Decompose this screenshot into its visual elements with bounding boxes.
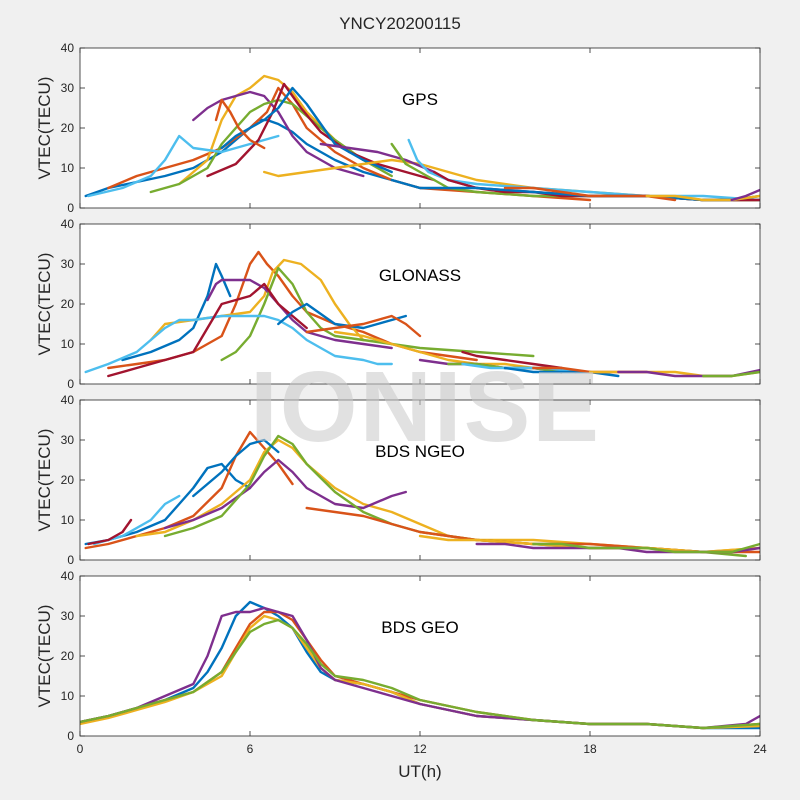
series-line	[702, 370, 760, 378]
x-tick-label: 12	[413, 742, 427, 756]
series-group	[80, 600, 760, 730]
y-tick-label: 20	[61, 121, 75, 135]
series-line	[461, 350, 563, 370]
axes-background	[80, 224, 760, 384]
series-line	[206, 82, 436, 182]
series-line	[84, 430, 294, 550]
panel-label: BDS GEO	[381, 618, 458, 637]
series-line	[503, 366, 620, 378]
y-axis-label: VTEC(TECU)	[35, 605, 54, 708]
series-line	[80, 618, 760, 730]
y-axis-label: VTEC(TECU)	[35, 253, 54, 356]
y-axis-label: VTEC(TECU)	[35, 77, 54, 180]
figure-title: YNCY20200115	[339, 14, 461, 33]
series-line	[178, 74, 365, 186]
panel-0: 0 10 20 30 40 VTEC(TECU) GPS	[35, 41, 761, 215]
panel-label: GLONASS	[379, 266, 461, 285]
y-tick-label: 40	[61, 217, 75, 231]
series-line	[87, 134, 280, 198]
series-line	[214, 98, 266, 150]
series-group	[84, 430, 760, 558]
series-line	[87, 518, 133, 546]
y-tick-label: 0	[67, 553, 74, 567]
series-line	[84, 314, 393, 374]
axes-background	[80, 48, 760, 208]
x-tick-label: 6	[247, 742, 254, 756]
x-tick-label: 18	[583, 742, 597, 756]
series-line	[192, 438, 280, 498]
y-tick-label: 0	[67, 377, 74, 391]
y-tick-label: 30	[61, 433, 75, 447]
x-tick-label: 0	[77, 742, 84, 756]
series-line	[220, 266, 535, 362]
x-tick-label: 24	[753, 742, 767, 756]
series-line	[192, 90, 365, 178]
series-line	[305, 314, 422, 338]
series-line	[149, 98, 393, 194]
y-tick-label: 40	[61, 393, 75, 407]
series-group	[84, 74, 760, 202]
y-axis-label: VTEC(TECU)	[35, 429, 54, 532]
axes-background	[80, 576, 760, 736]
series-line	[730, 188, 760, 202]
series-group	[84, 250, 760, 378]
y-tick-label: 40	[61, 569, 75, 583]
panel-1: 0 10 20 30 40 VTEC(TECU) GLONASS	[35, 217, 761, 391]
series-line	[532, 542, 760, 554]
axes-background	[80, 400, 760, 560]
series-line	[163, 458, 407, 530]
series-line	[220, 86, 393, 174]
series-line	[645, 194, 760, 202]
panel-label: BDS NGEO	[375, 442, 465, 461]
y-tick-label: 10	[61, 161, 75, 175]
series-line	[121, 262, 232, 362]
x-axis-label: UT(h)	[398, 762, 442, 781]
y-tick-label: 20	[61, 473, 75, 487]
y-tick-label: 30	[61, 257, 75, 271]
y-tick-label: 20	[61, 297, 75, 311]
y-tick-label: 40	[61, 41, 75, 55]
y-tick-label: 10	[61, 689, 75, 703]
y-tick-label: 10	[61, 337, 75, 351]
panel-2: 0 10 20 30 40 VTEC(TECU) BDS NGEO	[35, 393, 761, 567]
y-tick-label: 0	[67, 201, 74, 215]
y-tick-label: 10	[61, 513, 75, 527]
y-tick-label: 30	[61, 81, 75, 95]
panel-3: 0 10 20 30 40 0 6 12 18 24 VTEC(TECU) BDS GEO	[35, 569, 767, 756]
series-line	[333, 330, 535, 370]
y-tick-label: 30	[61, 609, 75, 623]
series-line	[107, 282, 308, 378]
y-tick-label: 0	[67, 729, 74, 743]
panel-label: GPS	[402, 90, 438, 109]
series-line	[461, 362, 577, 374]
y-tick-label: 20	[61, 649, 75, 663]
